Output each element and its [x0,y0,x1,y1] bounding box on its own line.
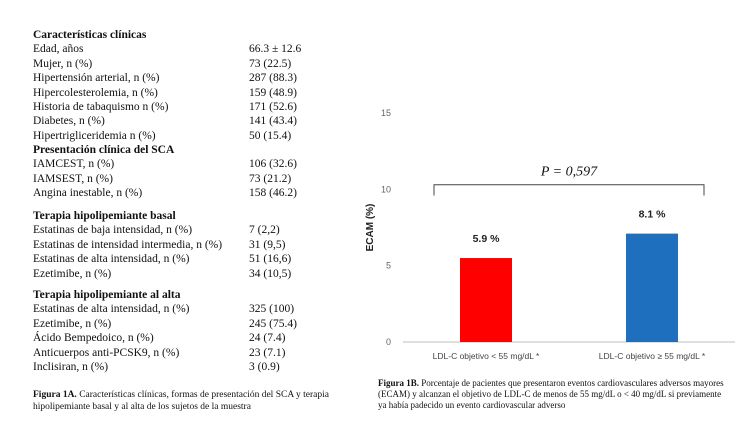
table-row-value: 34 (10,5) [249,267,292,280]
table-row-label: Estatinas de baja intensidad, n (%) [33,224,193,237]
table-row-label: Hipercolesterolemia, n (%) [33,86,158,99]
table-row-label: IAMSEST, n (%) [33,172,113,185]
table-row-label: Ezetimibe, n (%) [33,267,112,280]
ecam-bar-chart: 0 5 10 15 ECAM (%) 5.9 % LDL-C objetivo < 55 m… [355,95,745,380]
table-row-value: 245 (75.4) [249,317,297,330]
table-row-value: 7 (2,2) [249,224,280,237]
section-title: Características clínicas [33,29,147,41]
table-row-label: Estatinas de alta intensidad, n (%) [33,303,190,316]
significance-bracket [433,184,705,196]
table-row-value: 66.3 ± 12.6 [249,43,302,56]
figure-1b-caption: Figura 1B. Porcentaje de pacientes que p… [378,378,730,411]
x-tick-label: LDL-C objetivo < 55 mg/dL * [433,351,540,361]
bar [460,258,512,342]
table-row-value: 171 (52.6) [249,101,297,113]
bar-data-label: 5.9 % [473,233,501,245]
table-row-label: Estatinas de alta intensidad, n (%) [33,253,190,266]
section-title: Terapia hipolipemiante al alta [33,289,181,301]
table-row-value: 73 (22.5) [249,57,292,70]
table-row-value: 287 (88.3) [249,72,297,85]
table-row-value: 159 (48.9) [249,86,297,99]
y-tick-label: 0 [386,337,391,347]
x-tick-label: LDL-C objetivo ≥ 55 mg/dL * [599,351,706,361]
table-row-label: Estatinas de intensidad intermedia, n (%… [33,238,223,251]
table-row-label: Mujer, n (%) [33,57,93,70]
table-row-value: 3 (0.9) [249,361,280,373]
table-row-label: Historia de tabaquismo n (%) [33,101,169,113]
y-axis-label: ECAM (%) [365,204,376,252]
figure-1b-caption-label: Figura 1B. [378,378,420,388]
table-row-value: 158 (46.2) [249,187,297,200]
table-row-value: 24 (7.4) [249,332,286,345]
chart-svg: 0 5 10 15 ECAM (%) 5.9 % LDL-C objetivo < 55 m… [365,108,735,361]
table-row-label: Diabetes, n (%) [33,115,105,128]
table-row-label: Ezetimibe, n (%) [33,317,112,330]
table-row-label: Inclisiran, n (%) [33,361,109,373]
table-row-value: 106 (32.6) [249,158,297,171]
y-tick-label: 5 [386,261,391,271]
figure-1a-caption-label: Figura 1A. [33,390,77,400]
y-tick-label: 15 [381,108,391,118]
table-row-label: Anticuerpos anti-PCSK9, n (%) [33,346,180,359]
section-title: Terapia hipolipemiante basal [33,210,176,222]
table-row-value: 51 (16,6) [249,253,292,266]
table-row-value: 325 (100) [249,303,295,316]
bar-data-label: 8.1 % [639,209,667,221]
figure-1a-caption-text: Características clínicas, formas de pres… [33,390,329,412]
p-value-annotation: P = 0,597 [540,165,598,180]
table-row-label: Angina inestable, n (%) [33,187,143,200]
table-row-value: 31 (9,5) [249,238,286,251]
table-row-label: Hipertensión arterial, n (%) [33,72,160,85]
table-row-value: 50 (15.4) [249,129,292,142]
table-row-label: Hipertrigliceridemia n (%) [33,129,156,142]
table-row-label: Ácido Bempedoico, n (%) [33,332,154,345]
figure-1b-caption-text: Porcentaje de pacientes que presentaron … [378,378,724,410]
table-row-value: 23 (7.1) [249,346,286,359]
table-row-label: IAMCEST, n (%) [33,158,115,171]
section-title: Presentación clínica del SCA [33,144,175,156]
table-row-value: 73 (21.2) [249,172,292,185]
bar [626,233,678,342]
table-row-value: 141 (43.4) [249,115,297,128]
figure-1a-caption: Figura 1A. Características clínicas, for… [33,389,333,413]
table-row-label: Edad, años [33,43,84,56]
y-tick-label: 10 [381,184,391,194]
